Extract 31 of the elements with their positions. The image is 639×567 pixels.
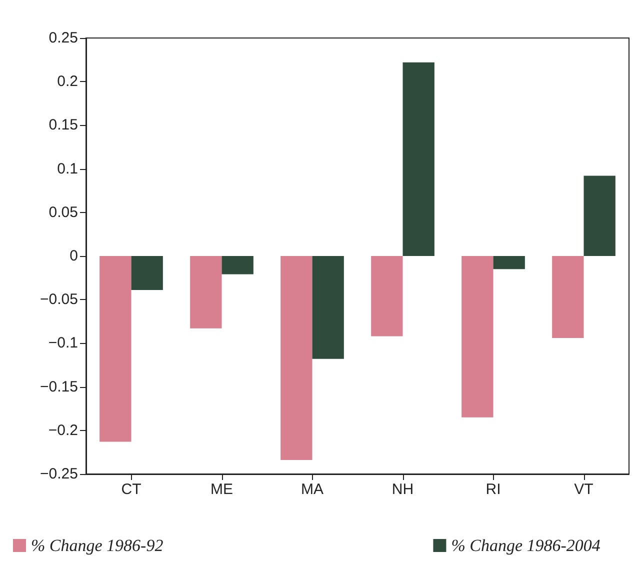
x-tick-label: MA — [301, 481, 324, 498]
y-tick-label: 0.2 — [57, 73, 78, 90]
legend-label: % Change 1986-2004 — [451, 536, 601, 555]
bar — [552, 256, 584, 338]
y-tick-label: −0.05 — [40, 291, 78, 308]
bar — [222, 256, 254, 274]
bar — [100, 256, 132, 442]
bar — [462, 256, 494, 418]
bar — [131, 256, 163, 290]
bar — [402, 62, 434, 256]
bar — [312, 256, 344, 359]
bar — [584, 176, 616, 256]
x-tick-label: CT — [121, 481, 142, 498]
x-tick-label: RI — [486, 481, 501, 498]
y-tick-label: 0.05 — [48, 204, 78, 221]
y-tick-label: 0.1 — [57, 160, 78, 178]
bar — [493, 256, 525, 270]
y-tick-label: −0.15 — [40, 378, 78, 396]
y-tick-label: 0 — [70, 248, 78, 264]
bar — [280, 256, 312, 460]
y-tick-label: −0.25 — [40, 466, 78, 482]
y-tick-label: 0.15 — [48, 116, 78, 134]
y-tick-label: −0.1 — [48, 334, 78, 352]
x-tick-label: ME — [210, 481, 233, 498]
y-tick-label: −0.2 — [48, 422, 78, 439]
bar — [371, 256, 403, 336]
bar — [190, 256, 222, 328]
x-tick-label: VT — [574, 481, 594, 498]
legend-label: % Change 1986-92 — [31, 536, 164, 555]
x-tick-label: NH — [392, 481, 414, 498]
y-tick-label: 0.25 — [48, 30, 78, 46]
